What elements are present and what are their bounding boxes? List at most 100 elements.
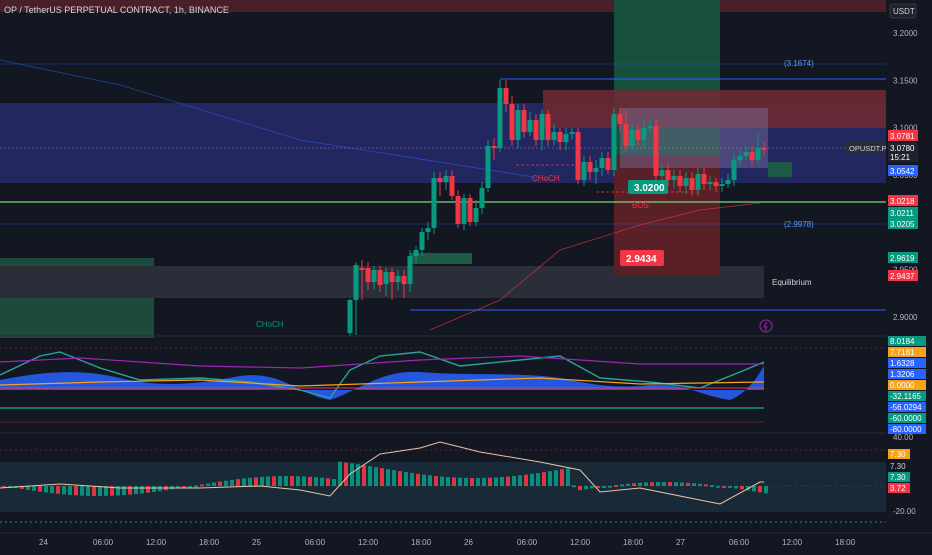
take-profit-text: 3.0200 [634,183,665,194]
osc2-bar [488,477,492,486]
osc2-bar [200,484,204,487]
osc2-bar [338,461,342,486]
osc2-bar [494,477,498,486]
candle-body [509,104,515,140]
candle-body [371,270,377,282]
osc2-bar [56,486,60,494]
time-tick-label: 12:00 [146,538,167,547]
candle-body [623,124,629,146]
osc2-bar [434,475,438,486]
osc2-bar [188,486,192,488]
osc2-bar [20,486,24,489]
candle-body [443,176,449,182]
osc2-bar [506,476,510,486]
osc2-label-badge [888,449,910,459]
osc2-bar [680,482,684,486]
price-label-text: 2.9437 [890,272,915,281]
lightning-bolt-glyph [763,321,768,332]
osc2-bar [764,486,768,494]
candle-body [605,158,611,170]
osc1-label-text: -56.0294 [890,403,922,412]
osc2-bar [74,486,78,496]
candle-body [425,228,431,232]
price-label-badge [888,270,918,281]
osc2-bar [752,486,756,492]
equilibrium-label: Equilibrium [772,278,812,287]
price-axis[interactable]: 3.20003.15003.10003.05003.00002.95002.90… [886,0,932,533]
osc1-label-text: 7.7181 [890,348,915,357]
time-tick-label: 06:00 [517,538,538,547]
candle-body [581,162,587,180]
osc1-label-text: 8.0184 [890,337,915,346]
candle-body [431,178,437,228]
osc1-label-badge [888,413,926,423]
osc2-bar [26,486,30,490]
time-tick-label: 06:00 [305,538,326,547]
candle-body [521,110,527,132]
order-block-red [543,90,886,128]
price-label-text: 3.0542 [890,167,915,176]
price-label-text: 3.0781 [890,132,915,141]
candle-body [689,178,695,190]
oscillator-1-labels: 8.0184 7.7181 1.6328 1.3206 0.0000 -32.1165 -5… [888,336,926,434]
time-tick-label: 18:00 [835,538,856,547]
osc1-label-text: -60.0000 [890,414,922,423]
osc2-bar [332,478,336,486]
osc2-bar [308,476,312,486]
candle-body [515,110,521,140]
time-tick-label: 12:00 [570,538,591,547]
osc2-bar [2,486,6,488]
currency-button-label: USDT [893,7,915,16]
osc2-bar [446,476,450,486]
osc2-bar [674,482,678,486]
trendline [0,59,541,179]
osc2-bar [728,486,732,488]
osc2-bar [704,484,708,487]
time-tick-label: 18:00 [411,538,432,547]
osc2-bar [524,474,528,486]
osc2-bar [44,486,48,493]
time-tick-label: 12:00 [358,538,379,547]
price-label-text: 3.0205 [890,220,915,229]
osc2-bar [290,476,294,486]
time-axis[interactable] [0,533,932,550]
osc1-label-text: -32.1165 [890,392,922,401]
time-tick-label: 25 [252,538,261,547]
osc2-bar [644,482,648,486]
osc2-bar [614,485,618,488]
osc1-label-text: 1.6328 [890,359,915,368]
price-label-text: 3.0780 [890,144,915,153]
candle-body [755,148,761,160]
osc2-bar [194,485,198,488]
osc1-label-text: 1.3206 [890,370,915,379]
symbol-tag [846,142,886,153]
osc2-bar [596,486,600,488]
take-profit-badge[interactable] [628,180,668,194]
osc2-bar [650,482,654,486]
osc2-bar [566,468,570,486]
stop-loss-badge[interactable] [620,250,664,266]
alert-lightning-icon[interactable] [759,319,773,333]
osc2-label-text: 7.30 [890,473,906,482]
osc2-label-text: 7.30 [890,462,906,471]
osc2-bar [572,485,576,488]
osc2-bar [152,486,156,492]
candle-body [731,160,737,180]
osc2-label-badge [888,483,910,493]
candle-body [467,198,473,222]
price-label-badge [888,142,918,153]
osc2-bar [578,486,582,491]
osc2-bar [716,485,720,488]
osc2-bar [608,485,612,488]
candle-body [497,88,503,148]
price-label-text: 3.0211 [890,209,914,218]
osc2-bar [416,473,420,486]
choch-lower-label: CHoCH [256,320,284,329]
osc2-bar [266,476,270,486]
candle-body [677,176,683,186]
osc2-bar [242,478,246,486]
osc1-label-text: 0.0000 [890,381,915,390]
currency-button[interactable] [889,3,917,19]
